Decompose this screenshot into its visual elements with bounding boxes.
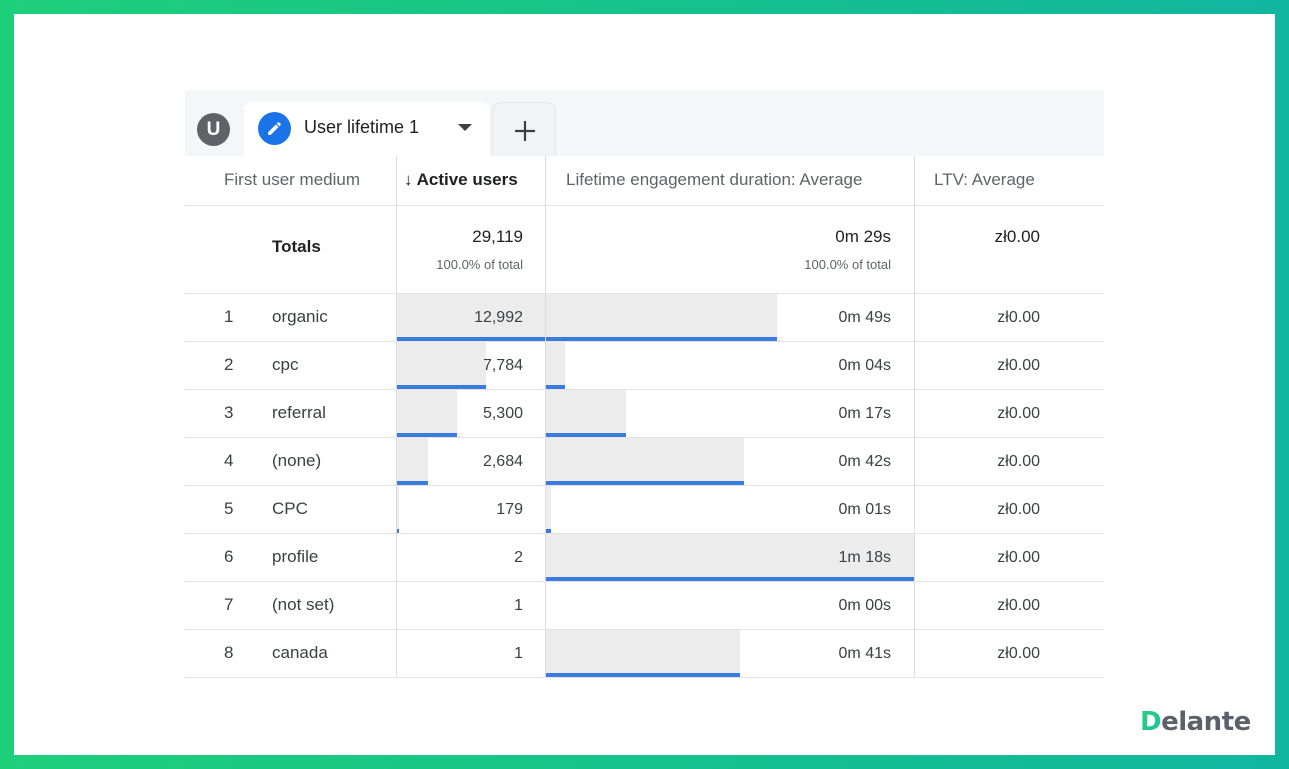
- engagement-bar: [546, 438, 914, 485]
- row-active-users: 5,300: [482, 405, 523, 422]
- row-engagement: 0m 41s: [838, 645, 891, 662]
- row-active-users: 2,684: [482, 453, 523, 470]
- row-engagement: 0m 17s: [838, 405, 891, 422]
- row-medium: referral: [272, 403, 326, 422]
- totals-label: Totals: [272, 237, 321, 256]
- row-index: 1: [224, 307, 234, 326]
- table-row[interactable]: 5 CPC 179 0m 01s zł0.00: [185, 486, 1104, 534]
- row-medium: organic: [272, 307, 328, 326]
- row-medium: (not set): [272, 595, 335, 614]
- totals-engagement: 0m 29s: [835, 227, 891, 246]
- header-active-users[interactable]: ↓ Active users: [404, 170, 518, 189]
- row-engagement: 0m 49s: [838, 309, 891, 326]
- row-medium: CPC: [272, 499, 308, 518]
- plus-icon: [515, 121, 535, 141]
- totals-active-users: 29,119: [472, 227, 523, 246]
- caret-down-icon[interactable]: [458, 124, 472, 131]
- engagement-bar: [546, 342, 914, 389]
- add-tab-button[interactable]: [492, 102, 556, 156]
- table-body: 1 organic 12,992 0m 49s zł0.00 2 cpc 7,784 0m 04…: [185, 294, 1104, 678]
- row-index: 4: [224, 451, 234, 470]
- row-active-users: 12,992: [474, 309, 523, 326]
- row-medium: canada: [272, 643, 328, 662]
- engagement-bar: [546, 486, 914, 533]
- row-ltv: zł0.00: [997, 405, 1040, 422]
- table-row[interactable]: 3 referral 5,300 0m 17s zł0.00: [185, 390, 1104, 438]
- active-users-bar: [397, 390, 545, 437]
- row-ltv: zł0.00: [997, 597, 1040, 614]
- data-table: First user medium ↓ Active users Lifetim…: [185, 156, 1104, 678]
- engagement-bar: [546, 390, 914, 437]
- table-row[interactable]: 2 cpc 7,784 0m 04s zł0.00: [185, 342, 1104, 390]
- row-engagement: 1m 18s: [838, 549, 891, 566]
- table-row[interactable]: 6 profile 2 1m 18s zł0.00: [185, 534, 1104, 582]
- table-row[interactable]: 8 canada 1 0m 41s zł0.00: [185, 630, 1104, 678]
- row-medium: cpc: [272, 355, 299, 374]
- totals-ltv: zł0.00: [994, 227, 1040, 246]
- delante-logo: Delante: [1140, 707, 1251, 737]
- row-engagement: 0m 01s: [838, 501, 891, 518]
- totals-row: Totals 29,119 100.0% of total 0m 29s 100…: [185, 206, 1104, 294]
- engagement-bar: [546, 534, 914, 581]
- active-users-bar: [397, 342, 545, 389]
- row-engagement: 0m 00s: [838, 597, 891, 614]
- exploration-report: U User lifetime 1 First user medium ↓ Ac…: [185, 90, 1104, 678]
- row-index: 6: [224, 547, 234, 566]
- header-ltv[interactable]: LTV: Average: [934, 170, 1035, 189]
- pencil-icon[interactable]: [258, 112, 291, 145]
- user-avatar-icon[interactable]: U: [197, 113, 230, 146]
- totals-active-users-pct: 100.0% of total: [436, 257, 523, 272]
- engagement-bar: [546, 294, 914, 341]
- row-ltv: zł0.00: [997, 309, 1040, 326]
- active-users-bar: [397, 438, 545, 485]
- engagement-bar: [546, 630, 914, 677]
- tab-user-lifetime[interactable]: User lifetime 1: [244, 102, 490, 156]
- row-medium: profile: [272, 547, 319, 566]
- tab-label: User lifetime 1: [304, 117, 420, 137]
- row-active-users: 7,784: [482, 357, 523, 374]
- row-active-users: 1: [514, 645, 523, 662]
- table-row[interactable]: 7 (not set) 1 0m 00s zł0.00: [185, 582, 1104, 630]
- row-active-users: 1: [514, 597, 523, 614]
- row-ltv: zł0.00: [997, 453, 1040, 470]
- active-users-bar: [397, 486, 545, 533]
- header-engagement-duration[interactable]: Lifetime engagement duration: Average: [566, 170, 863, 189]
- row-engagement: 0m 04s: [838, 357, 891, 374]
- row-active-users: 179: [496, 501, 523, 518]
- row-ltv: zł0.00: [997, 645, 1040, 662]
- active-users-bar: [397, 294, 545, 341]
- row-index: 2: [224, 355, 234, 374]
- row-ltv: zł0.00: [997, 549, 1040, 566]
- row-index: 7: [224, 595, 234, 614]
- totals-engagement-pct: 100.0% of total: [804, 257, 891, 272]
- row-index: 8: [224, 643, 234, 662]
- row-engagement: 0m 42s: [838, 453, 891, 470]
- tab-bar: U User lifetime 1: [185, 90, 1104, 156]
- table-row[interactable]: 4 (none) 2,684 0m 42s zł0.00: [185, 438, 1104, 486]
- header-first-user-medium[interactable]: First user medium: [224, 170, 361, 189]
- row-active-users: 2: [514, 549, 523, 566]
- row-ltv: zł0.00: [997, 501, 1040, 518]
- row-ltv: zł0.00: [997, 357, 1040, 374]
- row-index: 3: [224, 403, 234, 422]
- table-row[interactable]: 1 organic 12,992 0m 49s zł0.00: [185, 294, 1104, 342]
- table-header-row: First user medium ↓ Active users Lifetim…: [185, 156, 1104, 206]
- row-medium: (none): [272, 451, 322, 470]
- row-index: 5: [224, 499, 234, 518]
